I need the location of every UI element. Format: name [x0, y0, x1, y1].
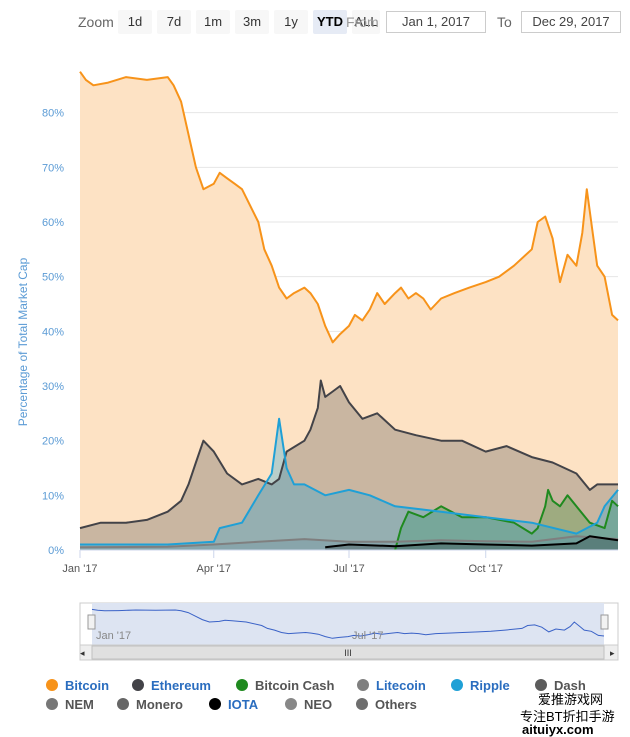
- series-area-bitcoin-cash: [395, 489, 618, 550]
- legend-dot-icon: [356, 698, 368, 710]
- x-tick-label: Jul '17: [333, 563, 364, 575]
- y-tick-label: 50%: [42, 272, 64, 284]
- series-line-ripple: [80, 417, 619, 546]
- zoom-ytd-button[interactable]: YTD: [313, 10, 347, 34]
- zoom-3m-button[interactable]: 3m: [235, 10, 269, 34]
- legend-dot-icon: [117, 698, 129, 710]
- legend-dot-icon: [357, 679, 369, 691]
- navigator-series: [91, 608, 605, 639]
- scrollbar-left-arrow[interactable]: ◂: [80, 648, 85, 658]
- legend-item-nem[interactable]: NEM: [46, 697, 94, 712]
- legend-item-neo[interactable]: NEO: [285, 697, 332, 712]
- legend-item-iota[interactable]: IOTA: [209, 697, 258, 712]
- to-date-input[interactable]: Dec 29, 2017: [521, 11, 621, 33]
- legend-item-bitcoin-cash[interactable]: Bitcoin Cash: [236, 678, 334, 693]
- y-tick-label: 60%: [42, 217, 64, 229]
- legend-dot-icon: [209, 698, 221, 710]
- y-tick-label: 20%: [42, 436, 64, 448]
- legend-item-ethereum[interactable]: Ethereum: [132, 678, 211, 693]
- legend-dot-icon: [285, 698, 297, 710]
- legend-item-litecoin[interactable]: Litecoin: [357, 678, 426, 693]
- zoom-label: Zoom: [78, 14, 114, 30]
- scrollbar-thumb[interactable]: [91, 645, 605, 660]
- legend-item-others[interactable]: Others: [356, 697, 417, 712]
- y-tick-label: 10%: [42, 490, 64, 502]
- legend-dot-icon: [132, 679, 144, 691]
- y-tick-label: 70%: [42, 162, 64, 174]
- series-area-ethereum: [80, 380, 618, 550]
- navigator[interactable]: Jan '17 Jul '17 ◂ ▸ III: [79, 602, 619, 661]
- watermark-line-3: aituiyx.com: [522, 722, 594, 737]
- series-line-iota: [325, 535, 619, 549]
- navigator-window[interactable]: [92, 603, 604, 645]
- series-area-bitcoin: [80, 71, 618, 550]
- legend-dot-icon: [535, 679, 547, 691]
- navigator-tick: Jan '17: [96, 630, 131, 642]
- legend-item-dash[interactable]: Dash: [535, 678, 586, 693]
- legend: Bitcoin Ethereum Bitcoin Cash Litecoin R…: [0, 672, 630, 732]
- zoom-7d-button[interactable]: 7d: [157, 10, 191, 34]
- zoom-1d-button[interactable]: 1d: [118, 10, 152, 34]
- y-tick-label: 40%: [42, 326, 64, 338]
- series-lines: [79, 71, 619, 551]
- x-tick-label: Oct '17: [468, 563, 503, 575]
- series-line-bitcoin-cash: [394, 488, 619, 551]
- y-axis-ticks: 0% 10% 20% 30% 40% 50% 60% 70% 80%: [42, 108, 64, 557]
- y-axis-title: Percentage of Total Market Cap: [16, 257, 30, 426]
- legend-dot-icon: [46, 698, 58, 710]
- watermark-line-2: 专注BT折扣手游: [520, 706, 615, 725]
- legend-dot-icon: [236, 679, 248, 691]
- legend-dot-icon: [46, 679, 58, 691]
- scrollbar-right-arrow[interactable]: ▸: [610, 648, 615, 658]
- legend-item-ripple[interactable]: Ripple: [451, 678, 510, 693]
- watermark-line-1: 爱推游戏网: [538, 692, 604, 707]
- to-label: To: [497, 14, 512, 30]
- from-label: From: [346, 14, 379, 30]
- zoom-all-button[interactable]: ALL: [352, 10, 380, 34]
- series-line-ethereum: [79, 379, 618, 530]
- y-tick-label: 80%: [42, 108, 64, 120]
- series-areas: [80, 71, 618, 550]
- market-cap-chart: 0% 10% 20% 30% 40% 50% 60% 70% 80% Jan '17 Apr '1…: [16, 71, 619, 661]
- series-line-litecoin: [79, 535, 619, 549]
- navigator-tick: Jul '17: [352, 630, 383, 642]
- legend-item-bitcoin[interactable]: Bitcoin: [46, 678, 109, 693]
- y-tick-label: 30%: [42, 381, 64, 393]
- legend-item-monero[interactable]: Monero: [117, 697, 183, 712]
- range-selector: Zoom 1d 7d 1m 3m 1y YTD ALL From Jan 1, …: [0, 0, 630, 44]
- x-tick-label: Apr '17: [196, 563, 231, 575]
- from-date-input[interactable]: Jan 1, 2017: [386, 11, 486, 33]
- y-tick-label: 0%: [48, 545, 64, 557]
- zoom-1m-button[interactable]: 1m: [196, 10, 230, 34]
- series-area-litecoin: [80, 536, 618, 550]
- zoom-1y-button[interactable]: 1y: [274, 10, 308, 34]
- x-axis-ticks: Jan '17 Apr '17 Jul '17 Oct '17: [62, 549, 618, 575]
- x-tick-label: Jan '17: [62, 563, 97, 575]
- scrollbar-grip[interactable]: III: [344, 648, 352, 658]
- series-line-bitcoin: [79, 71, 619, 344]
- legend-dot-icon: [451, 679, 463, 691]
- navigator-right-handle[interactable]: [600, 614, 609, 630]
- navigator-left-handle[interactable]: [87, 614, 96, 630]
